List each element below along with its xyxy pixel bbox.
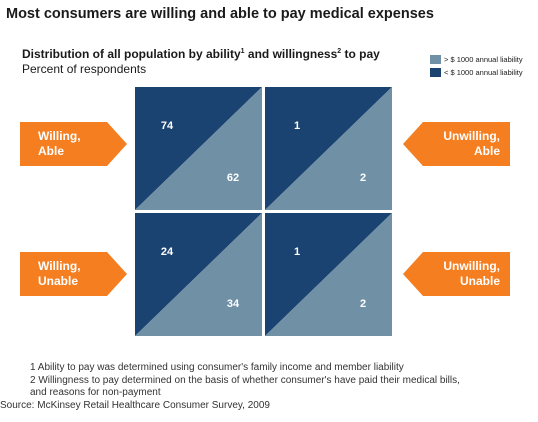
label-unwilling-unable-line1: Unwilling, [443,259,500,273]
value-willing-able-low-liability: 74 [161,120,174,132]
label-willing-unable-line1: Willing, [38,259,81,273]
headline: Most consumers are willing and able to p… [6,6,434,22]
legend-label-high-liability: > $ 1000 annual liability [444,55,523,64]
label-willing-able: Willing, Able [20,122,127,166]
footnote-2: 2 Willingness to pay determined on the b… [30,375,460,386]
label-willing-able-line1: Willing, [38,129,81,143]
source: Source: McKinsey Retail Healthcare Consu… [0,400,270,411]
label-willing-unable-line2: Unable [38,274,79,288]
legend: > $ 1000 annual liability < $ 1000 annua… [430,53,523,79]
label-willing-unable: Willing, Unable [20,252,127,296]
label-willing-able-line2: Able [38,144,65,158]
value-willing-unable-low-liability: 24 [161,246,174,258]
cell-unwilling-unable-high-liability [265,213,392,336]
value-unwilling-able-high-liability: 2 [360,172,366,184]
value-unwilling-unable-low-liability: 1 [294,246,300,258]
legend-swatch-high-liability [430,55,441,64]
label-unwilling-unable-line2: Unable [459,274,500,288]
legend-item-high-liability: > $ 1000 annual liability [430,53,523,66]
value-unwilling-able-low-liability: 1 [294,120,300,132]
value-willing-able-high-liability: 62 [227,172,239,184]
footnote-2-continued: and reasons for non-payment [30,387,161,398]
label-unwilling-able: Unwilling, Able [403,122,510,166]
value-willing-unable-high-liability: 34 [227,298,240,310]
label-unwilling-able-line1: Unwilling, [443,129,500,143]
value-unwilling-unable-high-liability: 2 [360,298,366,310]
footnote-1: 1 Ability to pay was determined using co… [30,362,404,373]
label-unwilling-unable: Unwilling, Unable [403,252,510,296]
label-unwilling-able-line2: Able [473,144,500,158]
cell-willing-unable-high-liability [135,213,262,336]
cell-willing-able-high-liability [135,87,262,210]
cell-unwilling-able-high-liability [265,87,392,210]
legend-swatch-low-liability [430,68,441,77]
legend-label-low-liability: < $ 1000 annual liability [444,68,523,77]
legend-item-low-liability: < $ 1000 annual liability [430,66,523,79]
chart-subtitle: Percent of respondents [22,62,147,76]
chart-title: Distribution of all population by abilit… [22,47,380,61]
